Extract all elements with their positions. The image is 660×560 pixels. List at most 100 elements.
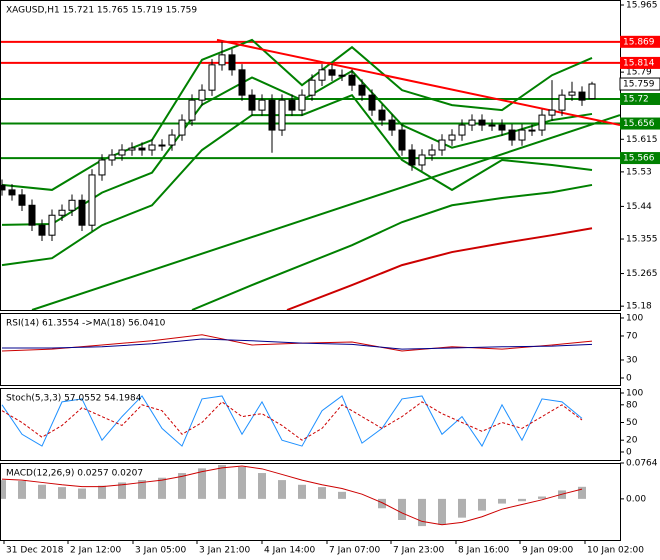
candle-body (408, 149, 416, 166)
series-line (1, 465, 583, 526)
candle-body (328, 69, 336, 76)
candle-body (578, 91, 586, 101)
series-line (31, 114, 620, 310)
candle-body (88, 174, 96, 226)
y-tick-label: 15.79 (626, 68, 652, 78)
y-tick-label: 0 (626, 373, 632, 383)
candle-body (218, 54, 226, 66)
candle-body (248, 94, 256, 111)
histogram-bar (458, 498, 466, 518)
histogram-bar (78, 488, 86, 499)
histogram-bar (298, 484, 306, 499)
level-label-box (620, 92, 660, 105)
candle-body (458, 124, 466, 136)
candle-body (468, 119, 476, 126)
level-label-box (620, 35, 660, 48)
panel-title: RSI(14) 61.3554 ->MA(18) 56.0410 (6, 319, 166, 329)
y-tick-label: 15.53 (626, 167, 652, 177)
price-label: 15.759 (623, 80, 655, 90)
histogram-bar (238, 466, 246, 499)
candle-body (28, 204, 36, 226)
series-line (286, 227, 593, 310)
histogram-bar (318, 487, 326, 499)
candle-body (278, 99, 286, 131)
x-tick-label: 2 Jan 12:00 (70, 546, 122, 556)
candle-body (548, 109, 556, 116)
candle-body (418, 154, 426, 166)
candle-body (558, 94, 566, 111)
candle-body (168, 134, 176, 146)
panel-frame (0, 388, 621, 461)
y-tick-label: 15.965 (626, 0, 658, 10)
level-label-box (620, 117, 660, 130)
candle-body (438, 139, 446, 151)
histogram-bar (178, 473, 186, 499)
level-label: 15.814 (623, 58, 655, 68)
y-tick-label: 0.0764 (626, 459, 658, 469)
candle-body (208, 64, 216, 91)
plot-area (0, 465, 586, 527)
candle-body (188, 99, 196, 121)
candle-body (138, 147, 146, 151)
x-tick-label: 31 Dec 2018 (6, 546, 64, 556)
candle-body (508, 129, 516, 141)
plot-area (1, 395, 583, 448)
candle-body (518, 129, 526, 141)
y-tick-label: 30 (626, 355, 638, 365)
candle-body (308, 79, 316, 96)
candle-body (98, 159, 106, 176)
candle-body (238, 69, 246, 96)
candle-body (298, 94, 306, 111)
candle-body (538, 114, 546, 131)
panel-frame (0, 463, 621, 541)
x-tick-label: 10 Jan 02:00 (587, 546, 644, 556)
panel-frame (0, 0, 621, 311)
price-label-box (619, 77, 660, 91)
candle-body (128, 147, 136, 151)
candle-body (0, 184, 6, 191)
candle-body (348, 74, 356, 86)
y-tick-label: 15.615 (626, 135, 658, 145)
y-tick-label: 20 (626, 436, 638, 446)
panel-title: Stoch(5,3,3) 57.0552 54.1984 (6, 394, 142, 404)
histogram-bar (498, 498, 506, 504)
level-label: 15.566 (623, 154, 655, 164)
histogram-bar (338, 491, 346, 499)
level-label: 15.869 (623, 37, 655, 47)
plot-area (0, 38, 620, 310)
candle-body (478, 119, 486, 126)
candle-body (358, 84, 366, 96)
series-line (191, 183, 593, 310)
histogram-bar (518, 498, 526, 502)
x-tick-label: 7 Jan 07:00 (329, 546, 381, 556)
series-line (1, 395, 583, 448)
histogram-bar (438, 498, 446, 525)
x-tick-label: 4 Jan 14:00 (264, 546, 316, 556)
candle-body (58, 209, 66, 216)
candle-body (228, 54, 236, 71)
plot-area (1, 334, 593, 352)
series-line (216, 38, 620, 127)
candle-body (368, 94, 376, 111)
histogram-bar (478, 498, 486, 511)
candle-body (288, 99, 296, 111)
y-tick-label: 100 (626, 389, 643, 399)
y-tick-label: 70 (626, 331, 638, 341)
candle-body (488, 124, 496, 127)
y-tick-label: 50 (626, 418, 638, 428)
panel-frame (0, 313, 621, 386)
histogram-bar (218, 465, 226, 499)
histogram-bar (278, 480, 286, 499)
candle-body (38, 224, 46, 236)
candle-body (18, 194, 26, 206)
histogram-bar (158, 477, 166, 499)
level-label: 15.72 (623, 94, 649, 104)
histogram-bar (258, 473, 266, 499)
level-label-box (620, 152, 660, 165)
histogram-bar (578, 486, 586, 499)
histogram-bar (538, 496, 546, 499)
histogram-bar (98, 485, 106, 499)
candle-body (398, 129, 406, 151)
histogram-bar (398, 498, 406, 520)
